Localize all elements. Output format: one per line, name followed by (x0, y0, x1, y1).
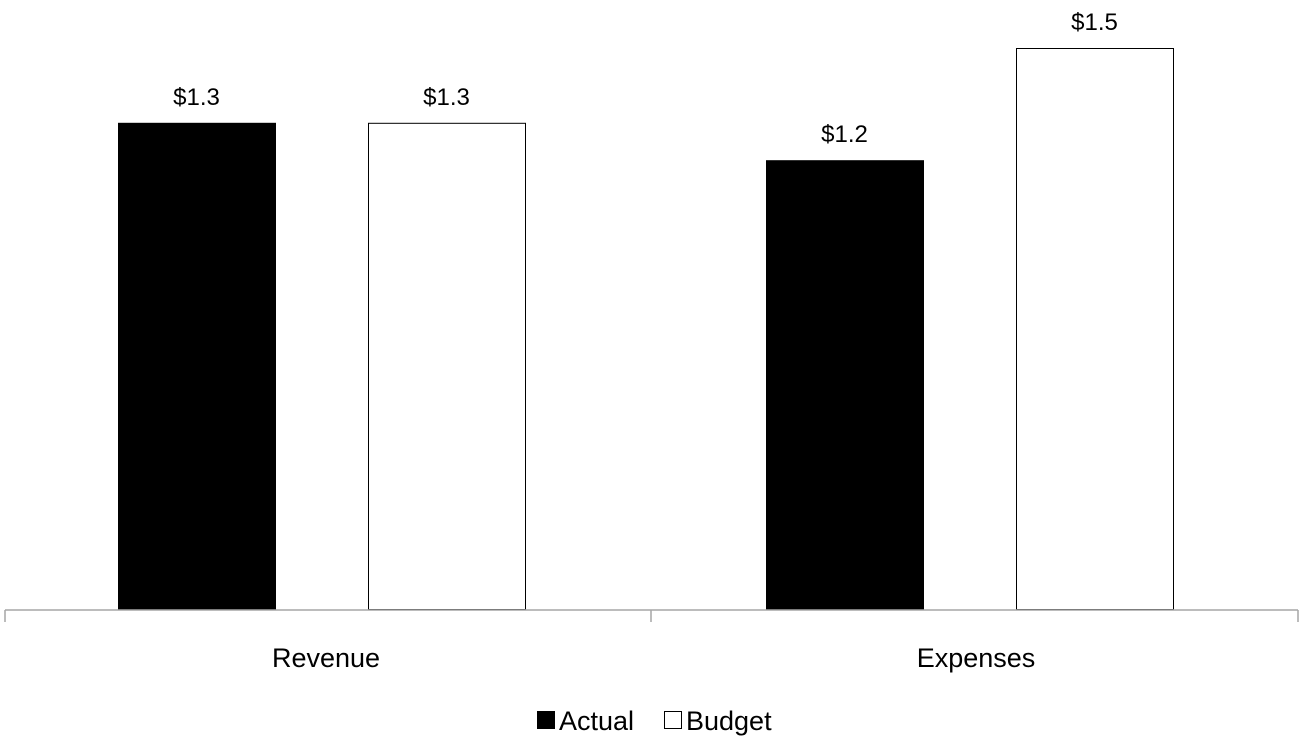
data-label-actual-revenue: $1.3 (173, 84, 220, 111)
legend-swatch-budget (664, 711, 682, 729)
bars-layer (118, 48, 1174, 611)
bar-actual-revenue (118, 122, 276, 611)
x-axis: Revenue Expenses (4, 609, 1299, 673)
legend-label-actual: Actual (559, 706, 634, 736)
bar-budget-revenue (368, 122, 526, 611)
data-label-budget-expenses: $1.5 (1071, 9, 1118, 36)
legend-swatch-actual (537, 711, 555, 729)
legend: Actual Budget (537, 706, 772, 736)
data-labels-layer: $1.3 $1.3 $1.2 $1.5 (173, 9, 1118, 148)
x-tick-label-revenue: Revenue (272, 643, 380, 673)
bar-actual-expenses (766, 160, 924, 610)
legend-label-budget: Budget (686, 706, 772, 736)
data-label-budget-revenue: $1.3 (423, 84, 470, 111)
data-label-actual-expenses: $1.2 (821, 121, 868, 148)
bar-budget-expenses (1016, 48, 1174, 610)
x-tick-label-expenses: Expenses (917, 643, 1036, 673)
